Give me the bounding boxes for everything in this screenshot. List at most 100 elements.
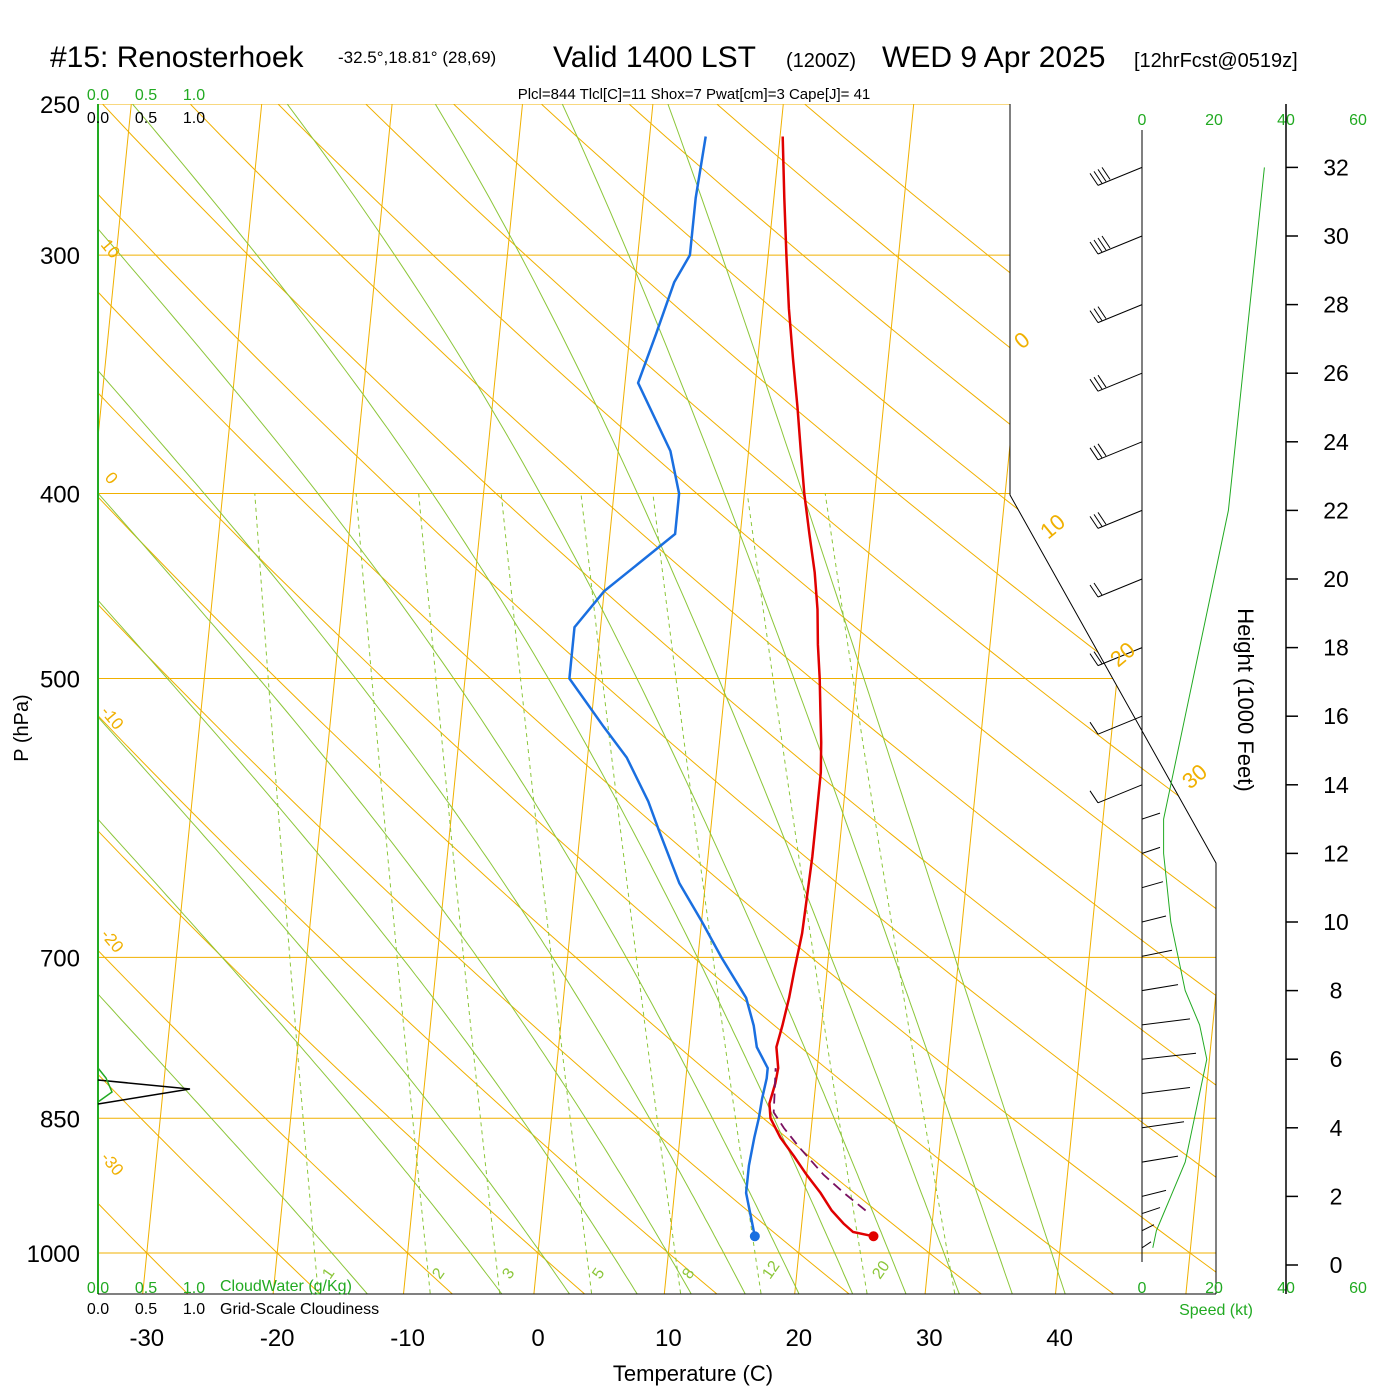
wind-barbs <box>1089 166 1143 804</box>
wind-barb-flag <box>1093 582 1103 596</box>
surface-temperature-marker <box>868 1231 879 1242</box>
wind-vector <box>1141 984 1179 992</box>
wind-barb-staff <box>1097 372 1143 392</box>
thermodynamic-grid <box>0 70 1400 1332</box>
height-tick-label: 28 <box>1323 292 1349 318</box>
pressure-tick-label: 500 <box>40 667 80 694</box>
wind-barb-flag <box>1089 653 1099 666</box>
wind-vector <box>1141 1155 1179 1163</box>
isotherm-line <box>0 70 4 1332</box>
temperature-tick-label: 10 <box>655 1325 682 1352</box>
dry-adiabat-line <box>98 104 1031 1294</box>
wind-vector <box>1141 1121 1185 1129</box>
wind-barb-staff <box>1097 578 1143 598</box>
wind-barb-flag <box>1097 237 1107 251</box>
wind-vectors <box>1141 812 1197 1249</box>
dry-adiabat-label: 10 <box>97 235 124 262</box>
forecast-run: [12hrFcst@0519z] <box>1134 50 1298 72</box>
wind-barb-flag <box>1093 376 1103 390</box>
speed-top-1: 20 <box>1205 112 1223 129</box>
moist-adiabat-label: 20 <box>1105 637 1140 672</box>
wind-barb-staff <box>1097 647 1143 667</box>
wind-barb-flag <box>1089 516 1099 529</box>
speed-scale-top: 0 20 40 60 <box>1138 112 1367 129</box>
isotherm-line <box>529 104 657 1294</box>
cloud-bottom-green-2: 1.0 <box>183 1280 205 1297</box>
isotherm-line <box>1051 104 1179 1294</box>
moist-adiabat-line <box>98 104 766 1294</box>
speed-scale-label: Speed (kt) <box>1179 1302 1253 1319</box>
wind-vector <box>1141 1207 1161 1215</box>
moist-adiabat-line <box>655 104 1079 1294</box>
wind-barb-flag <box>1097 512 1107 525</box>
wind-vector <box>1141 915 1167 923</box>
plot-right-boundary <box>1009 104 1217 1294</box>
wind-vector <box>1141 1052 1197 1060</box>
height-tick-label: 24 <box>1323 429 1349 455</box>
moist-adiabat-line <box>98 104 531 1294</box>
mixing-ratio-line <box>355 493 432 1294</box>
cloud-bottom-black-2: 1.0 <box>183 1301 205 1318</box>
height-tick-label: 6 <box>1330 1046 1343 1072</box>
moist-adiabat-line <box>261 104 922 1294</box>
pressure-tick-label: 250 <box>40 92 80 119</box>
temperature-axis: -30 -20 -10 0 10 20 30 40 <box>129 1325 1072 1352</box>
wind-barb-flag <box>1093 308 1103 321</box>
dry-adiabat-line <box>330 104 1216 1294</box>
mixing-ratio-line <box>418 493 502 1294</box>
station-title: #15: Renosterhoek <box>50 41 305 74</box>
wind-barb-staff <box>1097 166 1143 186</box>
isotherm-line <box>98 104 136 1294</box>
mixing-ratio-label: 5 <box>589 1265 608 1282</box>
profile-lines <box>568 136 879 1242</box>
wind-vector <box>1141 1189 1167 1197</box>
wind-barb-flag <box>1089 790 1099 804</box>
wind-barb-flag <box>1089 721 1099 735</box>
mixing-ratio-label: 3 <box>499 1265 518 1282</box>
cloud-scale-top: 0.0 0.5 1.0 0.0 0.5 1.0 <box>87 87 205 127</box>
height-tick-label: 16 <box>1323 703 1349 729</box>
cloud-bottom-green-1: 0.5 <box>135 1280 157 1297</box>
cloud-top-black-1: 0.5 <box>135 110 157 127</box>
cloudwater-profile <box>97 1067 113 1103</box>
isotherm-line <box>1313 70 1400 1332</box>
pressure-tick-label: 850 <box>40 1106 80 1133</box>
pressure-tick-label: 400 <box>40 482 80 509</box>
cloudiness-profile <box>97 1079 191 1105</box>
wind-barb-flag <box>1089 173 1099 186</box>
wind-barb-flag <box>1101 167 1111 180</box>
height-tick-label: 2 <box>1330 1183 1343 1209</box>
wind-vector <box>1141 1224 1155 1232</box>
moist-adiabat-line <box>98 104 818 1294</box>
wind-barb-flag <box>1101 235 1111 249</box>
cloudiness-label: Grid-Scale Cloudiness <box>220 1301 379 1318</box>
height-tick-label: 8 <box>1330 978 1343 1004</box>
wind-vector <box>1141 1241 1152 1249</box>
height-tick-label: 18 <box>1323 635 1349 661</box>
dry-adiabat-line <box>417 104 1216 1294</box>
isotherm-line <box>1181 104 1216 1294</box>
isotherm-line <box>399 104 527 1294</box>
mixing-ratio-label: 20 <box>869 1258 893 1282</box>
dry-adiabat-line <box>98 104 629 1294</box>
wind-barb-staff <box>1097 441 1143 461</box>
moist-adiabat-line <box>414 104 974 1294</box>
height-tick-label: 32 <box>1323 154 1349 180</box>
temperature-tick-label: 20 <box>785 1325 812 1352</box>
surface-dewpoint-marker <box>749 1231 760 1242</box>
wind-barb-flag <box>1089 584 1099 598</box>
dry-adiabat-line <box>504 104 1216 1294</box>
mixing-ratio-line <box>500 493 593 1294</box>
wind-barb-flag <box>1097 306 1107 319</box>
height-tick-label: 4 <box>1330 1115 1343 1141</box>
wind-vector <box>1141 949 1173 957</box>
moist-adiabat-line <box>103 104 870 1294</box>
height-tick-label: 10 <box>1323 909 1349 935</box>
height-tick-label: 0 <box>1330 1252 1343 1278</box>
stability-indices: Plcl=844 Tlcl[C]=11 Shox=7 Pwat[cm]=3 Ca… <box>518 86 871 103</box>
height-tick-label: 14 <box>1323 772 1349 798</box>
temperature-tick-label: 30 <box>916 1325 943 1352</box>
height-tick-label: 26 <box>1323 360 1349 386</box>
